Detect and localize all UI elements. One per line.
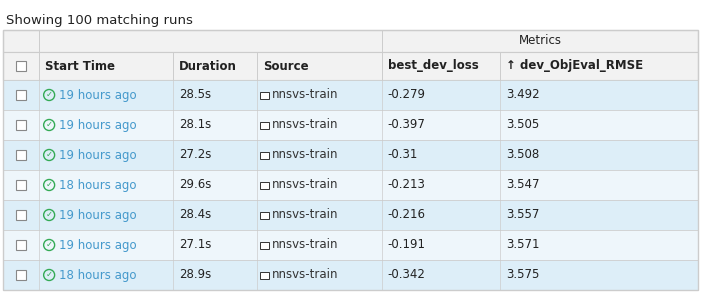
Text: nnsvs-train: nnsvs-train (272, 208, 339, 221)
Text: Showing 100 matching runs: Showing 100 matching runs (6, 14, 193, 27)
Text: -0.342: -0.342 (388, 268, 426, 281)
Text: nnsvs-train: nnsvs-train (272, 268, 339, 281)
Text: -0.216: -0.216 (388, 208, 426, 221)
Text: 19 hours ago: 19 hours ago (59, 88, 136, 101)
Text: 28.5s: 28.5s (179, 88, 212, 101)
Text: ✓: ✓ (46, 150, 53, 159)
Bar (260, 91, 269, 98)
Text: ↑ dev_ObjEval_RMSE: ↑ dev_ObjEval_RMSE (506, 59, 643, 73)
Bar (260, 241, 269, 248)
Text: best_dev_loss: best_dev_loss (388, 59, 479, 73)
Text: nnsvs-train: nnsvs-train (272, 238, 339, 251)
Text: 3.547: 3.547 (506, 178, 540, 191)
Bar (16, 180, 26, 190)
Bar (16, 240, 26, 250)
Text: 28.4s: 28.4s (179, 208, 212, 221)
Bar (260, 121, 269, 128)
Bar (3, 30, 698, 290)
Text: ✓: ✓ (46, 120, 53, 129)
Bar (16, 270, 26, 280)
Text: -0.397: -0.397 (388, 118, 426, 131)
Bar (16, 210, 26, 220)
Text: 18 hours ago: 18 hours ago (59, 268, 136, 281)
Text: 3.505: 3.505 (506, 118, 539, 131)
Text: ✓: ✓ (46, 90, 53, 99)
Text: 27.1s: 27.1s (179, 238, 212, 251)
Bar (16, 120, 26, 130)
Text: Duration: Duration (179, 59, 237, 73)
Text: 19 hours ago: 19 hours ago (59, 208, 136, 221)
Text: -0.31: -0.31 (388, 148, 418, 161)
Text: 18 hours ago: 18 hours ago (59, 178, 136, 191)
Bar (3, 170, 698, 200)
Bar (3, 80, 698, 110)
Bar (3, 52, 698, 80)
Text: -0.191: -0.191 (388, 238, 426, 251)
Text: 28.1s: 28.1s (179, 118, 212, 131)
Bar (260, 151, 269, 158)
Text: 3.508: 3.508 (506, 148, 539, 161)
Bar (16, 90, 26, 100)
Text: Start Time: Start Time (45, 59, 115, 73)
Text: 29.6s: 29.6s (179, 178, 212, 191)
Text: Metrics: Metrics (518, 34, 562, 48)
Text: nnsvs-train: nnsvs-train (272, 88, 339, 101)
Bar (3, 30, 698, 52)
Bar (16, 61, 26, 71)
Bar (3, 110, 698, 140)
Text: 3.492: 3.492 (506, 88, 540, 101)
Bar (3, 230, 698, 260)
Text: ✓: ✓ (46, 270, 53, 279)
Bar (3, 200, 698, 230)
Text: 19 hours ago: 19 hours ago (59, 118, 136, 131)
Text: nnsvs-train: nnsvs-train (272, 178, 339, 191)
Text: -0.279: -0.279 (388, 88, 426, 101)
Text: ✓: ✓ (46, 210, 53, 219)
Bar (3, 140, 698, 170)
Text: nnsvs-train: nnsvs-train (272, 148, 339, 161)
Text: 27.2s: 27.2s (179, 148, 212, 161)
Bar (3, 260, 698, 290)
Text: 3.575: 3.575 (506, 268, 539, 281)
Text: nnsvs-train: nnsvs-train (272, 118, 339, 131)
Text: ✓: ✓ (46, 180, 53, 189)
Bar (260, 271, 269, 278)
Bar (260, 211, 269, 218)
Bar (16, 150, 26, 160)
Text: 28.9s: 28.9s (179, 268, 212, 281)
Text: 19 hours ago: 19 hours ago (59, 148, 136, 161)
Text: ✓: ✓ (46, 240, 53, 249)
Text: 3.571: 3.571 (506, 238, 540, 251)
Text: 3.557: 3.557 (506, 208, 539, 221)
Bar (260, 181, 269, 188)
Text: -0.213: -0.213 (388, 178, 426, 191)
Text: Source: Source (263, 59, 308, 73)
Text: 19 hours ago: 19 hours ago (59, 238, 136, 251)
